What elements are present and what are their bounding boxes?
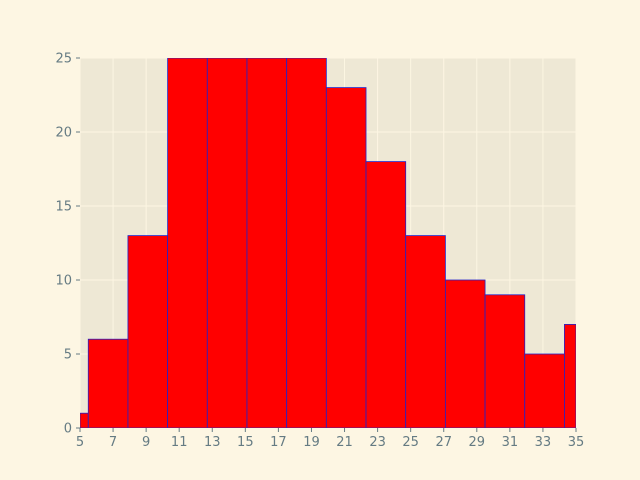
x-tick-label: 25 [402,435,419,450]
histogram-bar [87,338,129,428]
histogram-bar [246,58,288,428]
x-tick-label: 13 [204,435,221,450]
y-tick-label: 25 [55,52,72,67]
x-tick-label: 9 [142,435,150,450]
histogram-bar [325,87,367,428]
x-tick-label: 31 [502,435,519,450]
x-tick-label: 33 [535,435,552,450]
x-tick-label: 35 [568,435,585,450]
y-axis-ticks: 0 5 10 15 20 25 [55,52,80,437]
x-tick-label: 27 [435,435,452,450]
y-tick-label: 0 [64,422,72,437]
histogram-bar [524,353,565,428]
histogram-bar [405,235,446,428]
bars [80,58,576,428]
histogram-bar [80,412,89,428]
x-tick-label: 23 [369,435,386,450]
y-tick-label: 15 [55,200,72,215]
x-tick-label: 17 [270,435,287,450]
x-tick-label: 29 [469,435,486,450]
x-tick-label: 11 [171,435,188,450]
x-tick-label: 5 [76,435,84,450]
x-tick-label: 21 [336,435,353,450]
x-tick-label: 15 [237,435,254,450]
histogram-bar [127,235,169,428]
x-tick-label: 7 [109,435,117,450]
histogram-bar [484,294,526,428]
x-axis-ticks: 5 7 9 11 13 15 17 19 21 23 25 27 29 31 33 35 [76,428,584,450]
histogram-bar [167,58,208,428]
histogram-bar [444,279,486,428]
histogram-bar [365,161,407,428]
histogram-bar [564,323,576,428]
y-tick-label: 20 [55,126,72,141]
y-tick-label: 5 [64,348,72,363]
histogram-bar [206,58,248,428]
histogram-bar [286,58,327,428]
x-tick-label: 19 [303,435,320,450]
y-tick-label: 10 [55,274,72,289]
